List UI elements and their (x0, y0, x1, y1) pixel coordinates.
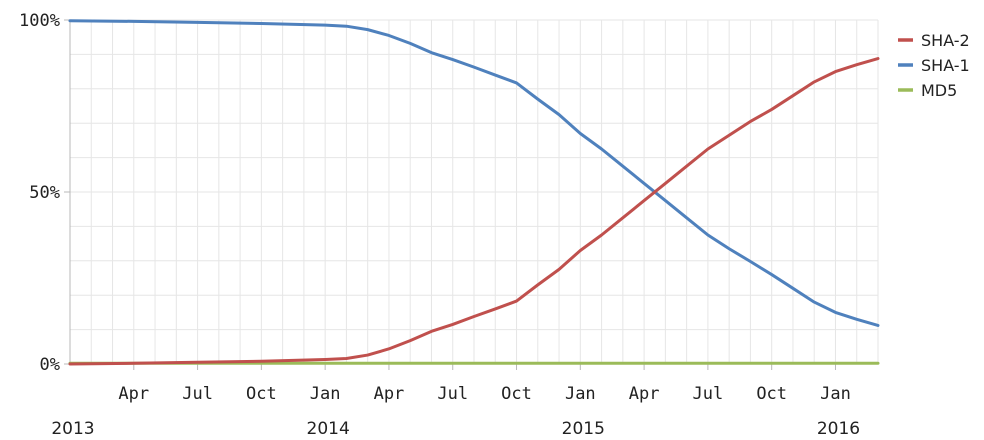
y-tick-label: 100% (19, 11, 60, 31)
y-tick-label: 0% (40, 355, 60, 375)
x-tick-label: Jul (437, 384, 468, 404)
series-line-sha-2 (68, 57, 880, 366)
x-tick-label: Jul (693, 384, 724, 404)
x-tick-label: Jul (182, 384, 213, 404)
x-tick-label: Apr (629, 384, 660, 404)
x-year-label: 2013 (51, 419, 94, 439)
x-tick-label: Oct (501, 384, 532, 404)
x-year-label: 2015 (562, 419, 605, 439)
x-tick-label: Jan (820, 384, 851, 404)
x-tick-label: Jan (310, 384, 341, 404)
x-tick-label: Apr (118, 384, 149, 404)
x-year-label: 2016 (817, 419, 860, 439)
axes: 0% 50% 100% Apr Jul Oct Jan Apr Jul Oct Jan Apr Jul O… (19, 11, 878, 439)
x-tick-label: Oct (246, 384, 277, 404)
grid (69, 19, 879, 365)
y-tick-label: 50% (29, 183, 60, 203)
x-tick-label: Apr (374, 384, 405, 404)
legend-label-md5: MD5 (921, 81, 957, 100)
legend-label-sha-2: SHA-2 (921, 31, 970, 50)
x-tick-label: Jan (565, 384, 596, 404)
x-year-label: 2014 (307, 419, 350, 439)
series-lines (68, 19, 880, 366)
series-line-sha-1 (68, 19, 880, 327)
legend-label-sha-1: SHA-1 (921, 56, 970, 75)
legend: SHA-2 SHA-1 MD5 (898, 31, 970, 100)
x-tick-label: Oct (756, 384, 787, 404)
